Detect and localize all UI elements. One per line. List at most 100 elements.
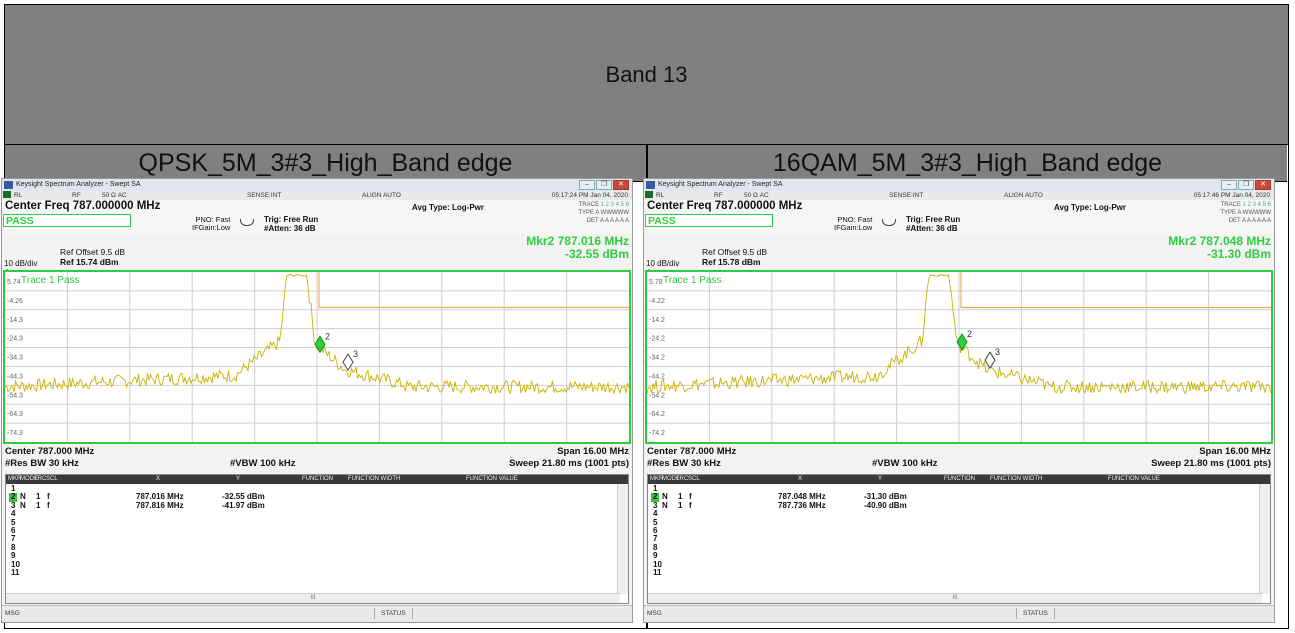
- table-row[interactable]: 7: [648, 534, 1248, 543]
- marker-readout: Mkr2 787.016 MHz -32.55 dBm: [526, 235, 629, 261]
- spectrum-plot[interactable]: 5.78 -4.22 -14.2 -24.2 -34.2 -44.2 -54.2 -64.2 -…: [645, 270, 1273, 444]
- span-label: Span 16.00 MHz: [557, 446, 629, 457]
- marker-label: 2: [967, 329, 972, 339]
- col-header[interactable]: FUNCTION VALUE: [466, 476, 518, 482]
- cell-n: 11: [11, 568, 20, 577]
- center-label: Center 787.000 MHz: [647, 446, 737, 457]
- close-button[interactable]: ✕: [613, 180, 629, 190]
- sense-label: SENSE:INT: [889, 192, 924, 199]
- y-tick-label: -14.2: [649, 317, 665, 324]
- rl-indicator-icon: [645, 191, 653, 198]
- cell-x: 787.816 MHz: [136, 500, 184, 510]
- table-row[interactable]: 5: [648, 518, 1248, 527]
- pno-label: PNO: Fast: [195, 215, 231, 224]
- col-header[interactable]: MODE: [662, 476, 680, 482]
- spectrum-plot[interactable]: 5.74 -4.26 -14.3 -24.3 -34.3 -44.3 -54.3 -64.3 -…: [3, 270, 631, 444]
- db-per-div: 10 dB/div: [4, 259, 38, 268]
- table-row[interactable]: 4: [648, 509, 1248, 518]
- marker-level: -31.30 dBm: [1206, 247, 1271, 261]
- trigger-icon: [240, 219, 254, 226]
- y-tick-label: -64.3: [7, 411, 23, 418]
- col-header[interactable]: MKR: [650, 476, 664, 482]
- cell-trc: 1: [678, 492, 683, 502]
- col-header[interactable]: FUNCTION VALUE: [1108, 476, 1160, 482]
- minimize-button[interactable]: –: [579, 180, 595, 190]
- restore-button[interactable]: ❐: [1238, 180, 1254, 190]
- table-row[interactable]: 6: [648, 526, 1248, 535]
- cell-n: 2: [651, 492, 660, 502]
- table-row[interactable]: 4: [6, 509, 606, 518]
- status-label: STATUS: [1016, 608, 1055, 619]
- col-header[interactable]: FUNCTION: [302, 476, 333, 482]
- table-row[interactable]: 10: [6, 560, 606, 569]
- center-label: Center 787.000 MHz: [5, 446, 95, 457]
- window-titlebar[interactable]: Keysight Spectrum Analyzer - Swept SA – …: [644, 179, 1274, 191]
- table-row[interactable]: 6: [6, 526, 606, 535]
- table-row[interactable]: 8: [648, 543, 1248, 552]
- y-tick-label: -54.3: [7, 392, 23, 399]
- col-header[interactable]: X: [798, 476, 803, 482]
- horizontal-scrollbar[interactable]: III: [648, 593, 1262, 603]
- ref-offset: Ref Offset 9.5 dB: [60, 247, 126, 257]
- msg-label: MSG: [647, 610, 662, 617]
- table-row[interactable]: 11: [648, 568, 1248, 577]
- det-value: A A A A A A: [599, 218, 629, 224]
- cell-scl: f: [47, 500, 50, 510]
- vbw-label: #VBW 100 kHz: [872, 458, 938, 469]
- table-row[interactable]: 10: [648, 560, 1248, 569]
- col-header[interactable]: TRC: [34, 476, 47, 482]
- table-row[interactable]: 1: [648, 484, 1248, 493]
- marker-2-icon[interactable]: [314, 335, 326, 354]
- col-header[interactable]: FUNCTION: [944, 476, 975, 482]
- col-header[interactable]: SCL: [46, 476, 58, 482]
- col-header[interactable]: MODE: [20, 476, 38, 482]
- col-header[interactable]: FUNCTION WIDTH: [348, 476, 401, 482]
- col-header[interactable]: Y: [236, 476, 241, 482]
- type-value: A WWWWW: [1237, 210, 1271, 216]
- rf-label: RF: [714, 192, 723, 199]
- vertical-scrollbar[interactable]: [617, 484, 628, 594]
- sweep-label: Sweep 21.80 ms (1001 pts): [509, 458, 629, 469]
- marker-table: MKR MODE TRC SCL X Y FUNCTION FUNCTION WIDTH FUN…: [647, 474, 1271, 604]
- marker-3-icon[interactable]: [342, 353, 354, 372]
- table-row[interactable]: 5: [6, 518, 606, 527]
- marker-2-icon[interactable]: [956, 333, 968, 351]
- table-row[interactable]: 2 N 1 f 787.048 MHz -31.30 dBm: [648, 492, 1248, 502]
- table-row[interactable]: 1: [6, 484, 606, 493]
- table-row[interactable]: 7: [6, 534, 606, 543]
- table-row[interactable]: 3 N 1 f 787.816 MHz -41.97 dBm: [6, 500, 606, 510]
- table-row[interactable]: 9: [648, 551, 1248, 560]
- col-header[interactable]: MKR: [8, 476, 22, 482]
- table-row[interactable]: 9: [6, 551, 606, 560]
- spectrum-analyzer-window-2: Keysight Spectrum Analyzer - Swept SA – …: [643, 178, 1275, 623]
- keysight-app-icon: [646, 181, 655, 189]
- table-row[interactable]: 8: [6, 543, 606, 552]
- table-row[interactable]: 3 N 1 f 787.736 MHz -40.90 dBm: [648, 500, 1248, 510]
- marker-readout: Mkr2 787.048 MHz -31.30 dBm: [1168, 235, 1271, 261]
- horizontal-scrollbar[interactable]: III: [6, 593, 620, 603]
- table-row[interactable]: 11: [6, 568, 606, 577]
- limit-line: [318, 272, 629, 308]
- minimize-button[interactable]: –: [1221, 180, 1237, 190]
- window-titlebar[interactable]: Keysight Spectrum Analyzer - Swept SA – …: [2, 179, 632, 191]
- center-freq-label[interactable]: Center Freq 787.000000 MHz: [647, 200, 803, 212]
- marker-3-icon[interactable]: [984, 351, 996, 370]
- y-tick-label: -64.2: [649, 411, 665, 418]
- rl-label: RL: [14, 192, 23, 199]
- cell-trc: 1: [678, 500, 683, 510]
- center-freq-label[interactable]: Center Freq 787.000000 MHz: [5, 200, 161, 212]
- column-heading-16qam: 16QAM_5M_3#3_High_Band edge: [648, 145, 1287, 182]
- close-button[interactable]: ✕: [1255, 180, 1271, 190]
- vertical-scrollbar[interactable]: [1259, 484, 1270, 594]
- window-title: Keysight Spectrum Analyzer - Swept SA: [16, 181, 141, 188]
- col-header[interactable]: FUNCTION WIDTH: [990, 476, 1043, 482]
- restore-button[interactable]: ❐: [596, 180, 612, 190]
- atten-label: #Atten: 36 dB: [906, 224, 958, 233]
- col-header[interactable]: Y: [878, 476, 883, 482]
- marker-table-header: MKR MODE TRC SCL X Y FUNCTION FUNCTION WIDTH FUN…: [6, 475, 628, 484]
- col-header[interactable]: SCL: [688, 476, 700, 482]
- col-header[interactable]: X: [156, 476, 161, 482]
- datetime-label: 05:17:46 PM Jan 04, 2020: [1193, 192, 1270, 199]
- table-row[interactable]: 2 N 1 f 787.016 MHz -32.55 dBm: [6, 492, 606, 502]
- col-header[interactable]: TRC: [676, 476, 689, 482]
